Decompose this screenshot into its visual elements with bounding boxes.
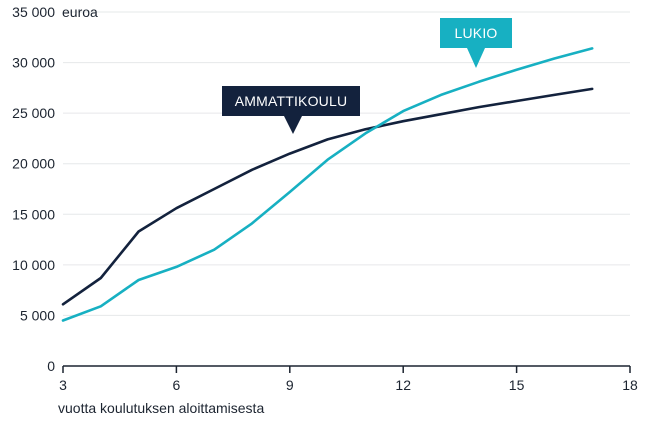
x-tick-label: 9 [286, 377, 294, 393]
gridlines [63, 11, 630, 316]
series-line-ammattikoulu [61, 87, 594, 306]
x-tick-label: 15 [509, 377, 525, 393]
callout-ammattikoulu: AMMATTIKOULU [222, 86, 360, 134]
y-tick-label: 30 000 [12, 55, 55, 71]
callout-lukio: LUKIO [440, 18, 512, 68]
callout-label: AMMATTIKOULU [235, 93, 348, 109]
y-tick-label: 10 000 [12, 257, 55, 273]
callout-box [222, 86, 360, 116]
x-tick-label: 6 [173, 377, 181, 393]
x-tick-label: 12 [395, 377, 411, 393]
y-tick-label: 0 [47, 358, 55, 374]
y-tick-label: 25 000 [12, 105, 55, 121]
callout-label: LUKIO [454, 25, 497, 41]
callout-pointer [284, 116, 302, 134]
y-tick-label: 35 000 [12, 4, 55, 20]
x-tick-label: 18 [622, 377, 638, 393]
y-axis-ticks: 0 5 000 10 000 15 000 20 000 25 000 30 000 35 0… [12, 4, 55, 374]
x-tick-label: 3 [59, 377, 67, 393]
x-axis-ticks: 3 6 9 12 15 18 [59, 366, 638, 393]
series-line-lukio [61, 47, 594, 322]
callout-pointer [467, 48, 485, 68]
x-axis-label: vuotta koulutuksen aloittamisesta [58, 400, 264, 416]
series-callouts: AMMATTIKOULU LUKIO [222, 18, 512, 134]
series-lines [61, 47, 594, 322]
y-tick-label: 5 000 [20, 307, 55, 323]
callout-box [440, 18, 512, 48]
y-tick-label: 20 000 [12, 156, 55, 172]
y-axis-label: euroa [62, 4, 98, 20]
y-tick-label: 15 000 [12, 206, 55, 222]
